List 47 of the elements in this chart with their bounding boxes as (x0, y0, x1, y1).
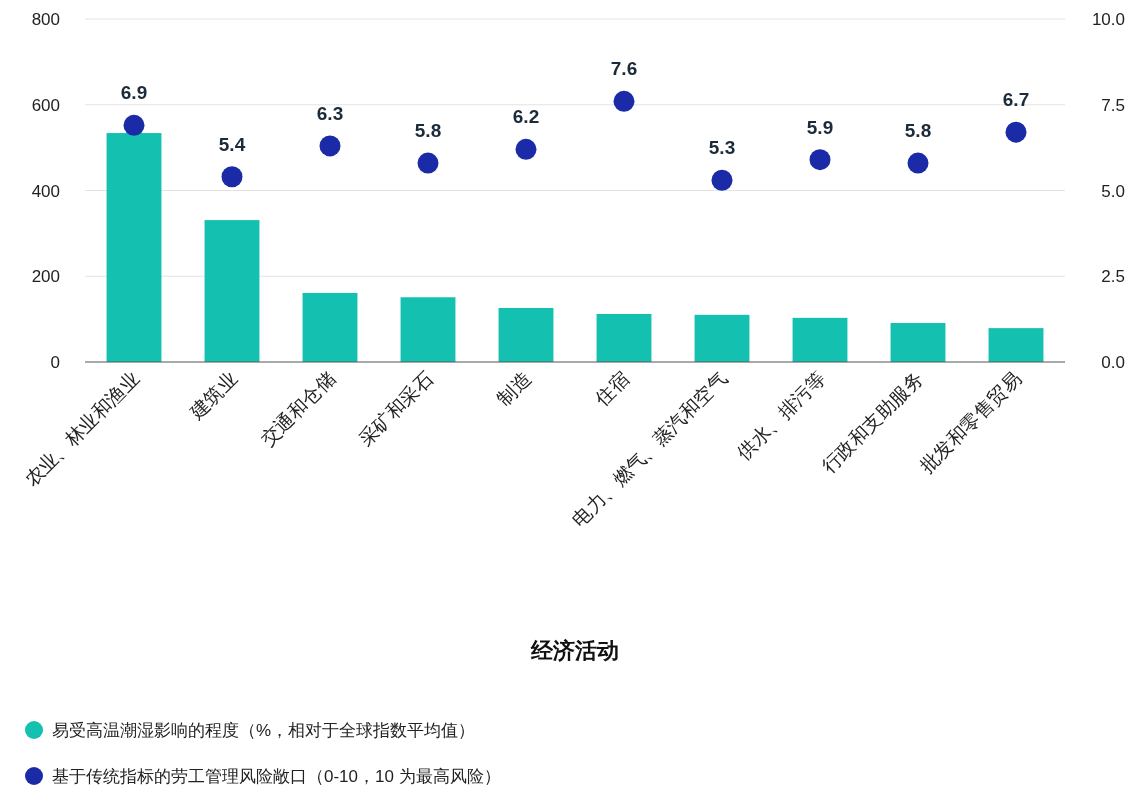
bar (694, 314, 750, 362)
bar (890, 322, 946, 362)
point (417, 152, 439, 174)
point (123, 114, 145, 136)
data-label: 5.9 (806, 116, 834, 138)
x-tick-label: 交通和仓储 (256, 367, 339, 450)
bar (106, 133, 162, 362)
y2-tick-label: 0.0 (1101, 353, 1125, 372)
point (319, 135, 341, 157)
data-label: 5.3 (708, 137, 736, 159)
bar (792, 317, 848, 362)
x-tick-label: 采矿和采石 (354, 367, 437, 450)
x-tick-label: 建筑业 (184, 367, 241, 424)
y-tick-label: 200 (31, 267, 60, 287)
x-tick-label: 制造 (493, 367, 535, 410)
point (515, 138, 537, 160)
y-tick-label: 600 (31, 95, 60, 115)
point (907, 152, 929, 174)
y-tick-label: 800 (31, 10, 60, 29)
data-label: 5.8 (414, 120, 442, 142)
y2-tick-label: 5.0 (1101, 181, 1125, 201)
y2-tick-label: 10.0 (1091, 10, 1125, 29)
point (1005, 121, 1027, 143)
data-label: 6.2 (512, 106, 540, 128)
x-axis-title: 经济活动 (530, 638, 619, 663)
data-label: 5.8 (904, 120, 932, 142)
data-label: 6.3 (316, 102, 344, 124)
data-label: 7.6 (610, 58, 638, 80)
x-tick-label: 住宿 (590, 367, 633, 411)
legend-label: 易受高温潮湿影响的程度（%，相对于全球指数平均值） (52, 721, 476, 740)
bar (400, 297, 456, 362)
legend-label: 基于传统指标的劳工管理风险敞口（0-10，10 为最高风险） (52, 767, 501, 786)
y2-tick-label: 7.5 (1101, 95, 1125, 115)
point (613, 90, 635, 112)
bar (204, 220, 260, 362)
point (711, 169, 733, 191)
y2-tick-label: 2.5 (1101, 267, 1125, 287)
bar (988, 328, 1044, 362)
point (809, 149, 831, 171)
data-label: 6.9 (120, 82, 148, 104)
bar (596, 313, 652, 362)
bar (302, 292, 358, 362)
bar (498, 307, 554, 362)
y-tick-label: 400 (31, 181, 60, 201)
data-label: 5.4 (218, 133, 246, 155)
data-label: 6.7 (1002, 89, 1030, 111)
point (221, 166, 243, 188)
